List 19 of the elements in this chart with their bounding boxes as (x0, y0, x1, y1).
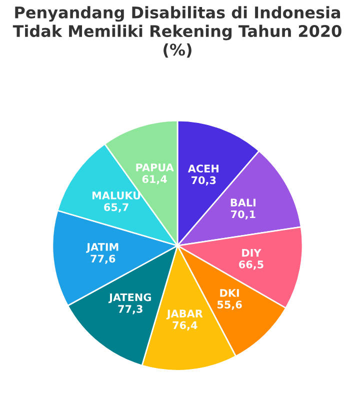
data-label: 77,3 (118, 304, 142, 314)
data-label: 77,6 (90, 254, 116, 264)
slice-label: DKI (220, 289, 239, 297)
data-label: 70,3 (191, 176, 216, 186)
data-label: 66,5 (239, 260, 264, 270)
slice-label: JABAR (166, 310, 203, 320)
slice-label: MALUKU (92, 192, 140, 200)
chart-title: Penyandang Disabilitas di Indonesia Tidak Memiliki Rekening Tahun 2020 (%) (12, 6, 342, 58)
slice-label: DIY (242, 248, 262, 257)
slice-label: JATENG (108, 293, 151, 304)
slice-label: PAPUA (136, 164, 174, 172)
data-label: 55,6 (218, 300, 242, 310)
data-label: 76,4 (172, 321, 198, 330)
slice-label: ACEH (188, 164, 218, 172)
data-label: 70,1 (231, 210, 256, 220)
data-label: 61,4 (142, 175, 167, 184)
data-label: 65,7 (104, 203, 128, 212)
slice-label: BALI (230, 198, 256, 206)
slice-label: JATIM (86, 243, 118, 253)
